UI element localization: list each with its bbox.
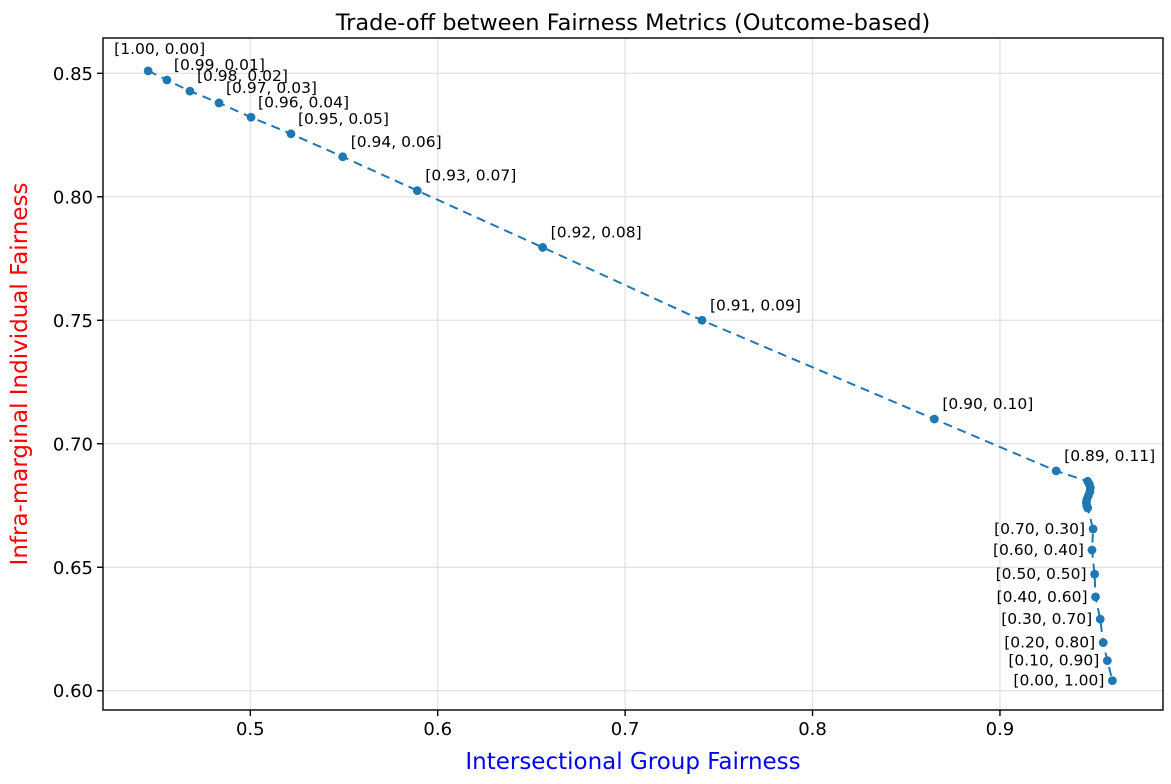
point-annotation: [0.40, 0.60]: [997, 588, 1088, 606]
data-point-marker: [929, 414, 939, 424]
point-annotation: [0.20, 0.80]: [1004, 634, 1095, 652]
data-point-marker: [1102, 656, 1112, 666]
series-layer: [143, 66, 1117, 686]
y-tick-label: 0.75: [53, 311, 93, 332]
axis-layer: 0.5 0.6 0.7 0.8 0.9 0.60 0.65 0.70 0.75 0.80 0.85: [53, 37, 1164, 740]
data-point-marker: [143, 66, 153, 76]
x-tick-label: 0.8: [798, 719, 827, 740]
data-point-marker: [214, 98, 224, 108]
point-annotation: [0.60, 0.40]: [993, 541, 1084, 559]
x-tick-label: 0.7: [611, 719, 640, 740]
data-point-marker: [1090, 569, 1099, 579]
x-tick-label: 0.5: [236, 719, 265, 740]
data-point-marker: [286, 129, 296, 139]
point-annotation: [0.10, 0.90]: [1008, 652, 1099, 670]
point-annotation: [0.96, 0.04]: [258, 93, 349, 111]
data-point-marker: [697, 315, 707, 325]
y-tick-label: 0.65: [53, 558, 93, 579]
point-annotation: [0.89, 0.11]: [1064, 447, 1155, 465]
data-point-marker: [162, 75, 172, 85]
point-annotation: [0.90, 0.10]: [942, 395, 1033, 413]
point-annotation: [1.00, 0.00]: [114, 40, 205, 58]
point-annotation: [0.00, 1.00]: [1013, 672, 1104, 690]
grid-layer: [103, 38, 1163, 710]
plot-border: [102, 37, 1164, 711]
point-annotation: [0.93, 0.07]: [425, 167, 516, 185]
data-point-marker: [1051, 466, 1061, 476]
y-tick-label: 0.70: [53, 434, 93, 455]
data-point-marker: [412, 186, 422, 196]
data-point-marker: [1088, 524, 1098, 534]
data-point-marker: [1091, 592, 1100, 602]
x-tick-label: 0.6: [423, 719, 452, 740]
y-axis-label: Infra-marginal Individual Fairness: [7, 183, 33, 566]
point-annotation: [0.30, 0.70]: [1001, 610, 1092, 628]
chart-title: Trade-off between Fairness Metrics (Outc…: [335, 10, 931, 36]
data-point-marker: [185, 86, 195, 96]
data-point-marker: [338, 152, 348, 162]
data-point-marker: [538, 243, 548, 252]
point-annotation: [0.94, 0.06]: [351, 133, 442, 151]
x-tick-label: 0.9: [986, 719, 1015, 740]
point-annotation: [0.92, 0.08]: [551, 223, 642, 241]
data-point-marker: [1083, 503, 1093, 513]
data-point-marker: [246, 112, 256, 122]
y-tick-label: 0.80: [53, 187, 93, 208]
annotation-layer: [1.00, 0.00][0.99, 0.01][0.98, 0.02][0.9…: [114, 40, 1155, 690]
x-axis-label: Intersectional Group Fairness: [465, 749, 800, 775]
point-annotation: [0.70, 0.30]: [994, 520, 1085, 538]
point-annotation: [0.50, 0.50]: [996, 565, 1087, 583]
data-point-marker: [1087, 545, 1097, 555]
data-point-marker: [1107, 676, 1117, 686]
series-line: [147, 69, 1114, 681]
y-tick-label: 0.60: [53, 681, 93, 702]
point-annotation: [0.98, 0.02]: [197, 67, 288, 85]
data-point-marker: [1098, 638, 1108, 647]
point-annotation: [0.97, 0.03]: [226, 79, 317, 97]
data-point-marker: [1095, 614, 1105, 624]
point-annotation: [0.91, 0.09]: [710, 296, 801, 314]
point-annotation: [0.99, 0.01]: [174, 56, 265, 74]
y-tick-label: 0.85: [53, 64, 93, 85]
point-annotation: [0.95, 0.05]: [298, 110, 389, 128]
